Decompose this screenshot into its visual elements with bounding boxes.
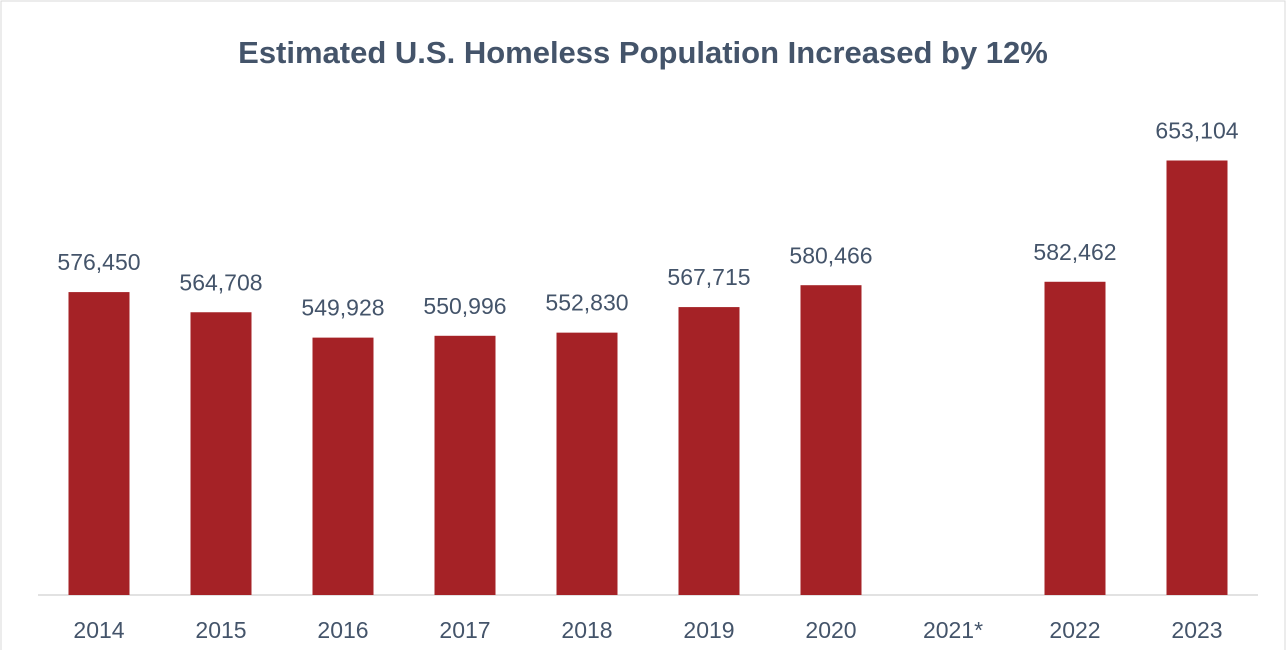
x-tick-label: 2016: [317, 617, 368, 643]
data-label: 567,715: [667, 264, 750, 290]
x-tick-label: 2014: [73, 617, 124, 643]
data-label: 582,462: [1033, 239, 1116, 265]
data-label: 552,830: [545, 290, 628, 316]
chart-title: Estimated U.S. Homeless Population Incre…: [238, 35, 1048, 70]
bar: [556, 332, 618, 595]
bar: [190, 312, 252, 595]
x-tick-label: 2023: [1171, 617, 1222, 643]
bar: [800, 285, 862, 595]
x-tick-label: 2015: [195, 617, 246, 643]
x-tick-label: 2022: [1049, 617, 1100, 643]
data-label: 564,708: [179, 269, 262, 295]
data-label: 653,104: [1155, 118, 1238, 144]
data-label: 576,450: [57, 249, 140, 275]
data-label: 580,466: [789, 242, 872, 268]
x-tick-label: 2021*: [923, 617, 983, 643]
x-tick-label: 2018: [561, 617, 612, 643]
x-tick-label: 2019: [683, 617, 734, 643]
bar: [68, 292, 130, 595]
bar: [1166, 160, 1228, 595]
bar: [678, 307, 740, 595]
data-label: 550,996: [423, 293, 506, 319]
data-label: 549,928: [301, 295, 384, 321]
x-tick-label: 2020: [805, 617, 856, 643]
bar: [434, 335, 496, 595]
bar: [312, 337, 374, 595]
x-tick-label: 2017: [439, 617, 490, 643]
bar: [1044, 281, 1106, 595]
